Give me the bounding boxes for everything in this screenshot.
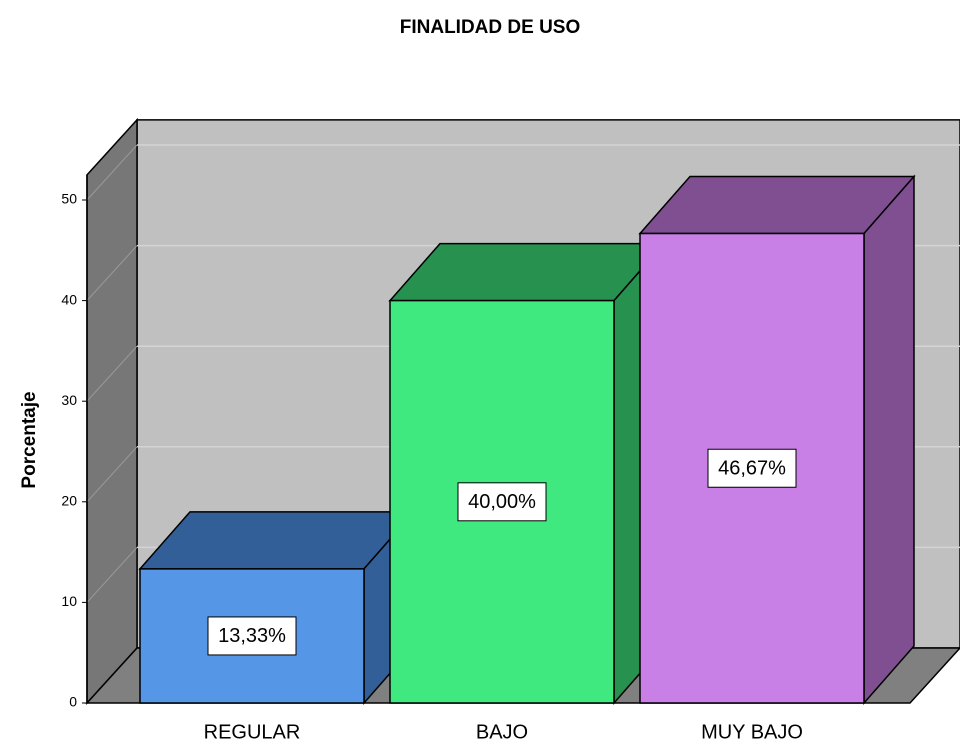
value-label-box	[707, 448, 797, 488]
chart-title: FINALIDAD DE USO	[400, 17, 581, 38]
x-tick-label: MUY BAJO	[701, 721, 803, 743]
y-tick-label: 10	[61, 593, 77, 609]
value-label: 40,00%	[468, 491, 536, 513]
y-tick-label: 40	[61, 291, 77, 307]
grid-line	[86, 144, 138, 201]
grid-line	[86, 547, 138, 603]
value-label: 13,33%	[218, 625, 286, 647]
value-label: 46,67%	[718, 458, 786, 480]
grid-line	[86, 446, 138, 503]
side-wall	[86, 117, 138, 705]
grid-line	[86, 245, 138, 301]
value-label-box	[207, 616, 297, 656]
value-label-box	[457, 482, 547, 522]
y-tick-label: 30	[61, 392, 77, 408]
x-tick-label: BAJO	[476, 721, 528, 743]
y-tick-label: 20	[61, 493, 77, 509]
bar-side	[863, 174, 915, 705]
x-tick-label: REGULAR	[204, 721, 301, 743]
y-tick-label: 50	[61, 191, 77, 207]
y-axis-title: Porcentaje	[19, 391, 40, 488]
y-tick-label: 0	[69, 694, 77, 710]
grid-line	[86, 345, 138, 402]
